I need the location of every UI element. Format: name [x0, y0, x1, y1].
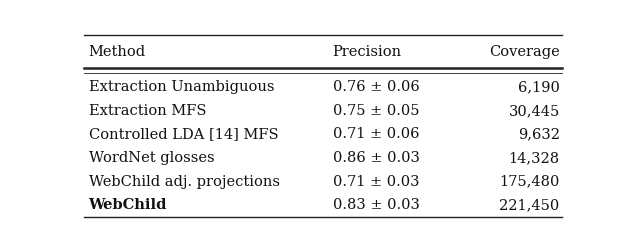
Text: 9,632: 9,632 [518, 127, 559, 141]
Text: 0.83 ± 0.03: 0.83 ± 0.03 [333, 198, 420, 212]
Text: Extraction MFS: Extraction MFS [88, 104, 206, 118]
Text: 0.76 ± 0.06: 0.76 ± 0.06 [333, 80, 420, 94]
Text: 30,445: 30,445 [508, 104, 559, 118]
Text: 0.86 ± 0.03: 0.86 ± 0.03 [333, 151, 420, 165]
Text: Method: Method [88, 45, 146, 59]
Text: 14,328: 14,328 [508, 151, 559, 165]
Text: 0.71 ± 0.06: 0.71 ± 0.06 [333, 127, 419, 141]
Text: Extraction Unambiguous: Extraction Unambiguous [88, 80, 274, 94]
Text: 175,480: 175,480 [500, 175, 559, 188]
Text: WebChild adj. projections: WebChild adj. projections [88, 175, 280, 188]
Text: Precision: Precision [333, 45, 402, 59]
Text: Controlled LDA [14] MFS: Controlled LDA [14] MFS [88, 127, 278, 141]
Text: 221,450: 221,450 [500, 198, 559, 212]
Text: 6,190: 6,190 [518, 80, 559, 94]
Text: WebChild: WebChild [88, 198, 167, 212]
Text: Coverage: Coverage [489, 45, 559, 59]
Text: 0.75 ± 0.05: 0.75 ± 0.05 [333, 104, 419, 118]
Text: 0.71 ± 0.03: 0.71 ± 0.03 [333, 175, 419, 188]
Text: WordNet glosses: WordNet glosses [88, 151, 214, 165]
